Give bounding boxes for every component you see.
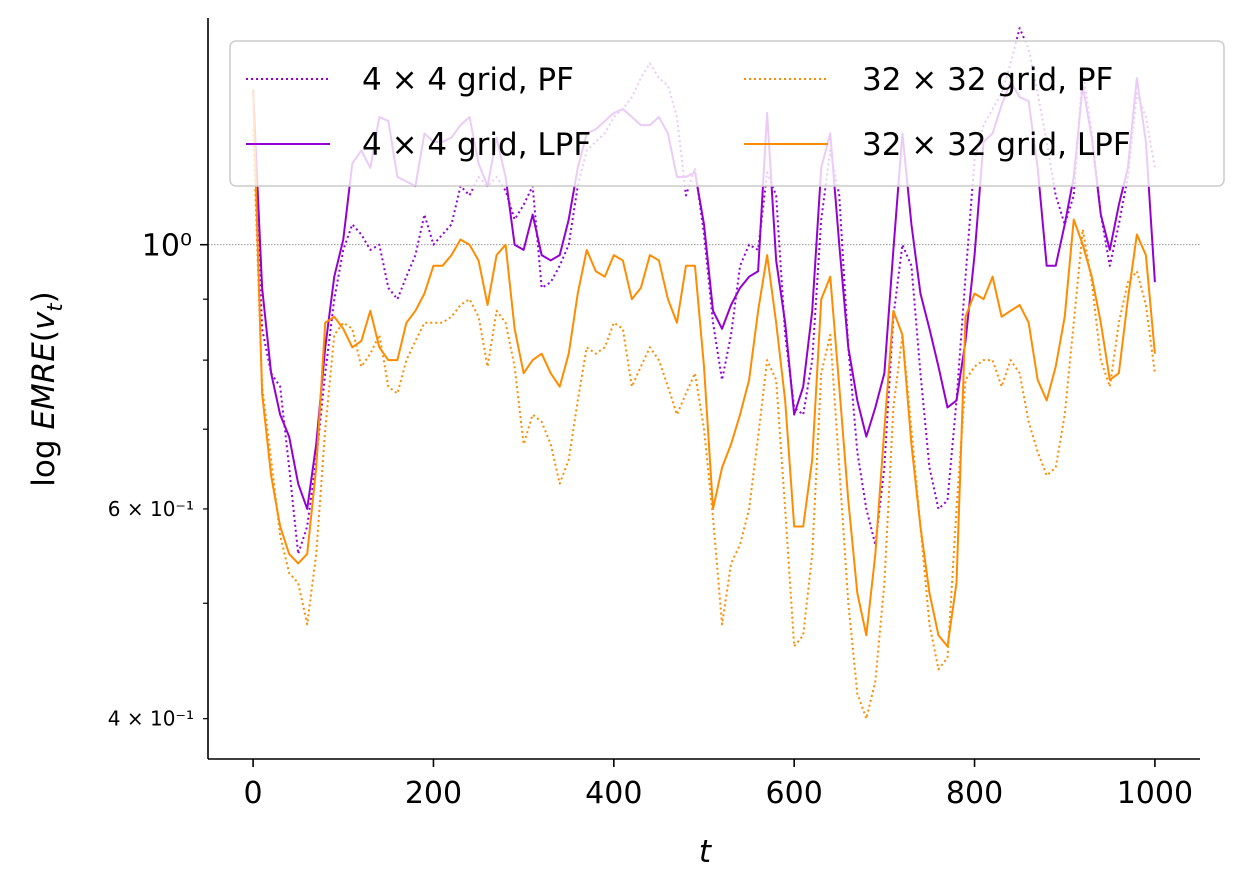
y-tick-label-major: 10⁰ bbox=[142, 229, 192, 264]
legend-box bbox=[229, 40, 1225, 187]
y-axis-label-v: v bbox=[26, 311, 62, 330]
legend-label: 32 × 32 grid, PF bbox=[862, 62, 1113, 98]
x-tick-label: 0 bbox=[244, 776, 263, 811]
series-line-4 bbox=[252, 89, 1156, 648]
y-axis-label-sub: t bbox=[43, 303, 67, 312]
x-tick-label: 800 bbox=[946, 776, 1003, 811]
y-axis-label-paren-close: ) bbox=[26, 291, 62, 303]
legend-label: 4 × 4 grid, PF bbox=[362, 62, 574, 98]
axes-layer bbox=[207, 18, 1200, 760]
x-axis-label: t bbox=[699, 834, 713, 870]
ticks-layer: 0 200 400 600 800 1000 10⁰ 4 × 10⁻¹ 6 × 10⁻¹ bbox=[108, 229, 1193, 811]
y-axis-label-paren-open: ( bbox=[26, 330, 62, 342]
legend: 4 × 4 grid, PF 4 × 4 grid, LPF 32 × 32 gri… bbox=[229, 40, 1225, 187]
x-tick-label: 400 bbox=[585, 776, 642, 811]
series-line-3 bbox=[252, 129, 1156, 720]
y-tick-label-minor: 6 × 10⁻¹ bbox=[108, 497, 194, 521]
x-tick-label: 200 bbox=[405, 776, 462, 811]
legend-label: 32 × 32 grid, LPF bbox=[862, 127, 1131, 163]
legend-label: 4 × 4 grid, LPF bbox=[362, 127, 591, 163]
y-tick-label-minor: 4 × 10⁻¹ bbox=[108, 707, 194, 731]
y-axis-label-log: log bbox=[26, 430, 62, 487]
x-tick-label: 1000 bbox=[1117, 776, 1193, 811]
x-tick-label: 600 bbox=[766, 776, 823, 811]
series-line-1 bbox=[252, 27, 1156, 555]
y-axis-label-emre: EMRE bbox=[26, 342, 62, 430]
y-axis-label: log EMRE(vt) bbox=[26, 291, 67, 486]
